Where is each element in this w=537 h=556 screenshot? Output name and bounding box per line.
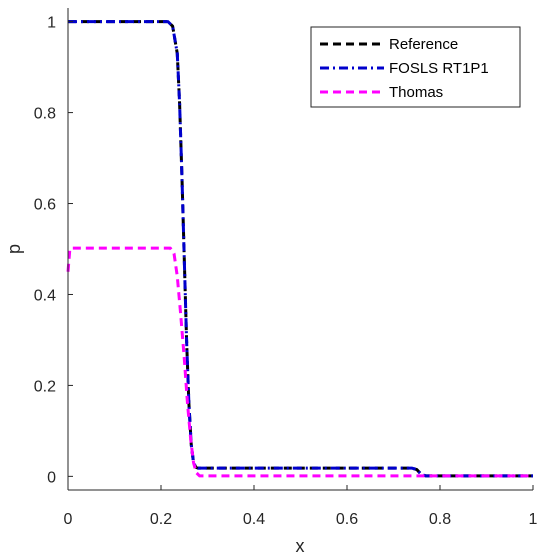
x-tick-label: 0.6 bbox=[336, 511, 358, 528]
legend-label-thomas: Thomas bbox=[389, 84, 443, 101]
y-axis-label: p bbox=[4, 244, 24, 254]
x-tick-label: 0.2 bbox=[150, 511, 172, 528]
legend-label-reference: Reference bbox=[389, 36, 458, 53]
x-axis-label: x bbox=[296, 536, 305, 556]
x-tick-label: 1 bbox=[529, 511, 537, 528]
y-tick-label: 0.6 bbox=[34, 197, 56, 214]
y-tick-label: 0 bbox=[47, 469, 56, 486]
x-tick-label: 0.4 bbox=[243, 511, 265, 528]
y-tick-label: 0.8 bbox=[34, 106, 56, 123]
x-tick-label: 0 bbox=[64, 511, 73, 528]
axes bbox=[67, 8, 533, 491]
series-layer bbox=[66, 20, 533, 478]
y-tick-label: 1 bbox=[47, 15, 56, 32]
series-line-reference bbox=[68, 20, 533, 478]
x-tick-label: 0.8 bbox=[429, 511, 451, 528]
legend: Reference FOSLS RT1P1 Thomas bbox=[310, 26, 521, 108]
ticks: 0 0.2 0.4 0.6 0.8 1 0 0.2 0.4 0.6 0.8 1 bbox=[34, 15, 537, 528]
y-tick-label: 0.4 bbox=[34, 287, 56, 304]
series-line-thomas bbox=[66, 246, 533, 478]
y-tick-label: 0.2 bbox=[34, 378, 56, 395]
legend-label-fosls: FOSLS RT1P1 bbox=[389, 60, 489, 77]
